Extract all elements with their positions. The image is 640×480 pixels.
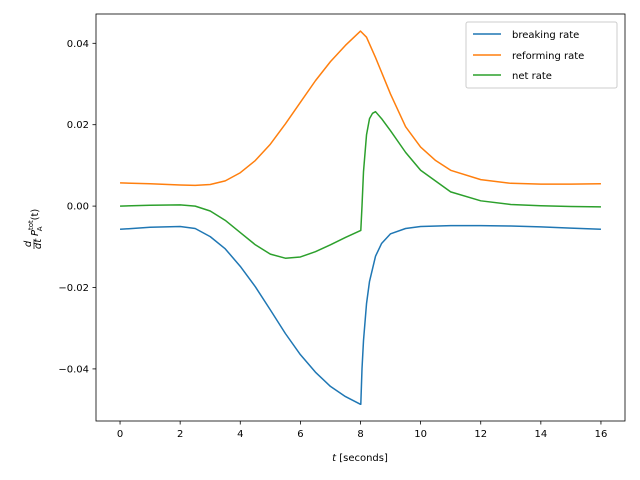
x-axis-label-var: t [332,453,337,464]
y-axis-label-var: P [30,229,41,236]
y-axis-label-main: PtotA (t) [27,209,44,236]
y-axis-label-d-denom: dt [33,238,44,249]
x-tick-label: 4 [237,429,243,440]
series-line-net [120,110,601,259]
y-axis-label-sub: A [36,226,44,231]
y-axis-label-d-numer: d [23,240,34,247]
y-axis-label: d dt PtotA (t) [23,209,44,250]
y-axis-label-sup: tot [27,220,35,230]
legend-entry-breaking: breaking rate [473,30,579,41]
x-tick-label: 6 [297,429,303,440]
x-axis-label-unit: [seconds] [336,453,388,464]
series-line-breaking [119,224,601,406]
x-axis-label: t [seconds] [332,453,388,464]
x-tick-label: 10 [414,429,427,440]
plot-area [119,30,601,406]
y-tick-label: 0.04 [67,39,89,50]
legend-box [465,21,618,89]
legend-entry-net: net rate [473,71,552,82]
legend-label-reforming: reforming rate [512,51,584,62]
legend-label-breaking: breaking rate [512,30,579,41]
x-tick-label: 8 [357,429,363,440]
y-tick-label: 0.02 [67,120,89,131]
x-tick-label: 14 [534,429,547,440]
y-tick-label: 0.00 [67,202,89,213]
y-axis-label-arg: (t) [30,209,41,221]
x-tick-label: 2 [177,429,183,440]
legend: breaking rate reforming rate net rate [465,21,618,89]
legend-entry-reforming: reforming rate [473,51,584,62]
x-tick-label: 12 [474,429,487,440]
x-tick-label: 16 [595,429,608,440]
series-line-reforming [120,30,601,187]
axis-ticks: 0 2 4 6 8 10 12 14 16 −0.04 −0.02 0.00 0.02 0.04 [58,39,607,440]
y-tick-label: −0.04 [58,364,89,375]
y-tick-label: −0.02 [58,283,89,294]
legend-label-net: net rate [512,71,552,82]
x-tick-label: 0 [117,429,123,440]
